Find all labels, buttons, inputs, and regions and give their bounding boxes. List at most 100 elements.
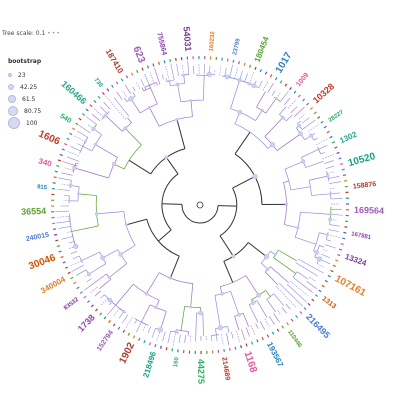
leaf-branch <box>280 90 289 102</box>
leaf-marker <box>69 132 73 136</box>
leaf-branch <box>57 188 70 191</box>
leaf-marker <box>290 318 294 322</box>
bootstrap-node <box>250 300 256 305</box>
leaf-branch <box>318 144 328 150</box>
leaf-branch <box>136 82 140 89</box>
internal-arc <box>95 195 99 227</box>
tip-label: 169564 <box>354 205 384 216</box>
leaf-marker <box>297 94 301 98</box>
internal-stem <box>319 232 328 236</box>
leaf-branch <box>103 102 111 110</box>
leaf-branch <box>100 294 105 299</box>
leaf-branch <box>241 329 246 341</box>
bootstrap-node <box>231 254 236 259</box>
bootstrap-node <box>274 253 277 256</box>
internal-stem <box>265 290 271 297</box>
internal-stem <box>217 205 237 207</box>
leaf-marker <box>336 151 340 155</box>
leaf-branch <box>61 236 73 240</box>
internal-stem <box>256 91 266 108</box>
leaf-branch <box>90 286 98 293</box>
internal-stem <box>255 110 263 121</box>
bootstrap-node <box>224 74 230 80</box>
tip-label: 44275 <box>196 359 206 384</box>
leaf-marker <box>334 146 338 149</box>
leaf-marker <box>248 64 252 68</box>
leaf-branch <box>328 229 340 232</box>
tip-label: 730 <box>92 77 103 89</box>
leaf-branch <box>313 137 318 141</box>
internal-stem <box>284 224 299 229</box>
bootstrap-node <box>157 327 164 333</box>
internal-stem <box>120 245 136 255</box>
leaf-marker <box>159 345 162 349</box>
bootstrap-node <box>144 291 149 296</box>
legend-value: 61.5 <box>22 95 36 103</box>
bootstrap-node <box>68 183 73 188</box>
legend-value: 100 <box>26 119 38 127</box>
tip-label: 180454 <box>253 35 271 64</box>
leaf-branch <box>290 106 298 114</box>
internal-arc <box>170 330 179 333</box>
internal-arc <box>325 232 329 240</box>
leaf-marker <box>254 66 257 70</box>
leaf-marker <box>307 302 311 306</box>
leaf-branch <box>149 72 156 87</box>
leaf-branch <box>248 71 255 84</box>
leaf-branch <box>329 224 340 227</box>
leaf-branch <box>293 106 305 117</box>
bootstrap-node <box>122 309 126 314</box>
leaf-branch <box>161 74 164 80</box>
leaf-branch <box>71 265 84 272</box>
leaf-branch <box>182 64 184 76</box>
internal-stem <box>266 299 276 313</box>
bootstrap-node <box>256 293 262 298</box>
leaf-marker <box>154 343 157 348</box>
bootstrap-node <box>220 292 224 296</box>
leaf-branch <box>267 83 274 93</box>
internal-stem <box>190 100 193 117</box>
bootstrap-node <box>182 73 186 77</box>
leaf-branch <box>154 68 161 85</box>
internal-arc <box>146 219 180 257</box>
leaf-marker <box>335 259 339 262</box>
bootstrap-node <box>237 313 241 317</box>
leaf-branch <box>306 281 317 289</box>
leaf-branch <box>113 97 130 117</box>
leaf-marker <box>112 323 116 327</box>
leaf-branch <box>165 64 169 78</box>
legend-row-100: 100 <box>8 117 68 129</box>
leaf-marker <box>90 304 94 308</box>
leaf-branch <box>316 138 328 145</box>
internal-stem <box>180 306 186 331</box>
bootstrap-node <box>217 325 223 331</box>
leaf-marker <box>108 319 111 324</box>
tip-label: 152794 <box>96 329 115 352</box>
internal-stem <box>105 115 123 132</box>
internal-stem <box>292 276 304 286</box>
leaf-branch <box>224 68 227 77</box>
internal-stem <box>82 146 93 152</box>
leaf-branch <box>151 328 156 338</box>
internal-arc <box>184 305 201 308</box>
tip-label: 1017 <box>274 50 295 75</box>
leaf-branch <box>325 165 335 169</box>
leaf-marker <box>85 108 89 112</box>
leaf-marker <box>324 279 328 283</box>
leaf-marker <box>55 239 59 242</box>
leaf-marker <box>111 84 114 88</box>
leaf-marker <box>329 135 333 139</box>
bootstrap-node <box>77 192 80 196</box>
tip-label: 110446 <box>286 329 303 349</box>
internal-arc <box>220 275 247 287</box>
tip-label: 10520 <box>347 151 377 169</box>
internal-stem <box>223 261 234 283</box>
leaf-marker <box>313 111 317 115</box>
tip-label: 167881 <box>351 231 372 241</box>
internal-stem <box>146 272 160 294</box>
bootstrap-node <box>264 254 270 260</box>
leaf-marker <box>70 276 74 280</box>
leaf-marker <box>64 266 69 269</box>
leaf-marker <box>163 60 166 64</box>
leaf-marker <box>250 341 254 345</box>
